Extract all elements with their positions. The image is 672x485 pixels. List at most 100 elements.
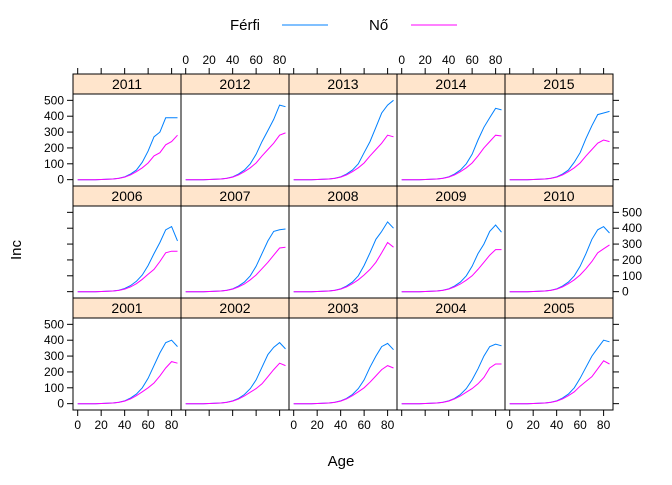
strip-label: 2014 xyxy=(435,76,466,92)
series-line-Nő xyxy=(401,134,502,181)
series-line-Nő xyxy=(401,363,502,405)
x-tick-label-top: 20 xyxy=(202,53,216,67)
y-tick-label-left: 0 xyxy=(57,397,64,411)
series-line-Férfi xyxy=(185,104,286,181)
panel-frame xyxy=(504,73,614,187)
strip-background xyxy=(73,186,181,206)
y-tick-label-left: 0 xyxy=(57,173,64,187)
strip-label: 2013 xyxy=(327,76,358,92)
x-tick-label-top: 80 xyxy=(273,53,287,67)
panel-2002: 2002 xyxy=(180,297,290,411)
x-tick-label-bottom: 40 xyxy=(334,418,348,432)
strip-label: 2009 xyxy=(435,188,466,204)
series-line-Férfi xyxy=(185,228,286,293)
x-tick-label-bottom: 40 xyxy=(118,418,132,432)
x-tick-label-bottom: 0 xyxy=(506,418,513,432)
strip-label: 2002 xyxy=(219,300,250,316)
legend-label-Nő: Nő xyxy=(369,17,388,34)
strip-label: 2001 xyxy=(111,300,142,316)
panel-2007: 2007 xyxy=(180,185,290,299)
y-axis-title: Inc xyxy=(8,239,25,260)
panel-2013: 2013 xyxy=(288,73,398,187)
panel-2015: 2015 xyxy=(504,73,614,187)
y-tick-label-left: 200 xyxy=(44,141,64,155)
strip-background xyxy=(73,74,181,94)
strip-label: 2011 xyxy=(112,76,142,92)
strip-label: 2010 xyxy=(543,188,574,204)
panel-2012: 2012 xyxy=(180,73,290,187)
series-line-Férfi xyxy=(509,339,610,405)
series-line-Nő xyxy=(185,362,286,405)
strip-background xyxy=(505,298,613,318)
series-line-Nő xyxy=(293,241,394,293)
series-line-Nő xyxy=(401,249,502,293)
x-tick-label-bottom: 60 xyxy=(141,418,155,432)
y-tick-label-right: 500 xyxy=(622,205,642,219)
panel-2005: 2005 xyxy=(504,297,614,411)
series-line-Nő xyxy=(77,250,178,293)
x-tick-label-bottom: 40 xyxy=(550,418,564,432)
strip-background xyxy=(397,74,505,94)
x-tick-label-top: 40 xyxy=(226,53,240,67)
y-tick-label-left: 300 xyxy=(44,349,64,363)
strip-label: 2006 xyxy=(111,188,142,204)
strip-label: 2007 xyxy=(219,188,250,204)
series-line-Nő xyxy=(77,134,178,181)
y-tick-label-right: 100 xyxy=(622,269,642,283)
series-line-Nő xyxy=(509,139,610,181)
x-tick-label-top: 40 xyxy=(442,53,456,67)
strip-background xyxy=(289,298,397,318)
y-tick-label-right: 200 xyxy=(622,253,642,267)
strip-label: 2004 xyxy=(435,300,466,316)
series-line-Nő xyxy=(509,360,610,405)
series-line-Nő xyxy=(293,365,394,405)
x-tick-label-bottom: 80 xyxy=(381,418,395,432)
strip-background xyxy=(397,298,505,318)
y-tick-label-left: 500 xyxy=(44,317,64,331)
strip-background xyxy=(73,298,181,318)
strip-background xyxy=(505,186,613,206)
x-tick-label-bottom: 20 xyxy=(310,418,324,432)
x-tick-label-top: 0 xyxy=(182,53,189,67)
panel-2014: 2014 xyxy=(396,73,506,187)
strip-background xyxy=(181,298,289,318)
legend: Férfi Nő xyxy=(230,17,457,34)
x-tick-label-top: 20 xyxy=(418,53,432,67)
x-tick-label-bottom: 60 xyxy=(357,418,371,432)
x-tick-label-bottom: 60 xyxy=(573,418,587,432)
y-tick-label-left: 200 xyxy=(44,365,64,379)
series-line-Férfi xyxy=(293,99,394,181)
y-tick-label-right: 0 xyxy=(622,285,629,299)
panel-2006: 2006 xyxy=(72,185,182,299)
strip-background xyxy=(289,74,397,94)
y-tick-label-left: 300 xyxy=(44,125,64,139)
strip-background xyxy=(397,186,505,206)
x-tick-label-bottom: 80 xyxy=(597,418,611,432)
series-line-Férfi xyxy=(509,225,610,293)
panel-2003: 2003 xyxy=(288,297,398,411)
x-tick-label-top: 0 xyxy=(398,53,405,67)
series-line-Férfi xyxy=(293,221,394,293)
panel-2010: 2010 xyxy=(504,185,614,299)
y-tick-label-left: 500 xyxy=(44,93,64,107)
strip-label: 2003 xyxy=(327,300,358,316)
strip-label: 2015 xyxy=(543,76,574,92)
series-line-Férfi xyxy=(509,110,610,181)
x-tick-label-top: 80 xyxy=(489,53,503,67)
series-line-Férfi xyxy=(401,107,502,181)
y-tick-label-right: 300 xyxy=(622,237,642,251)
x-tick-label-bottom: 0 xyxy=(74,418,81,432)
y-tick-label-left: 400 xyxy=(44,333,64,347)
axes: 0 20 40 60 80 0 20 40 60 80 0 20 40 60 80 0 20 40 60 80 0 20 4… xyxy=(44,53,642,432)
series-line-Nő xyxy=(185,132,286,181)
y-tick-label-right: 400 xyxy=(622,221,642,235)
panel-2008: 2008 xyxy=(288,185,398,299)
panel-2001: 2001 xyxy=(72,297,182,411)
panel-2004: 2004 xyxy=(396,297,506,411)
series-line-Férfi xyxy=(77,225,178,293)
y-tick-label-left: 100 xyxy=(44,157,64,171)
x-tick-label-bottom: 0 xyxy=(290,418,297,432)
series-line-Nő xyxy=(185,246,286,293)
